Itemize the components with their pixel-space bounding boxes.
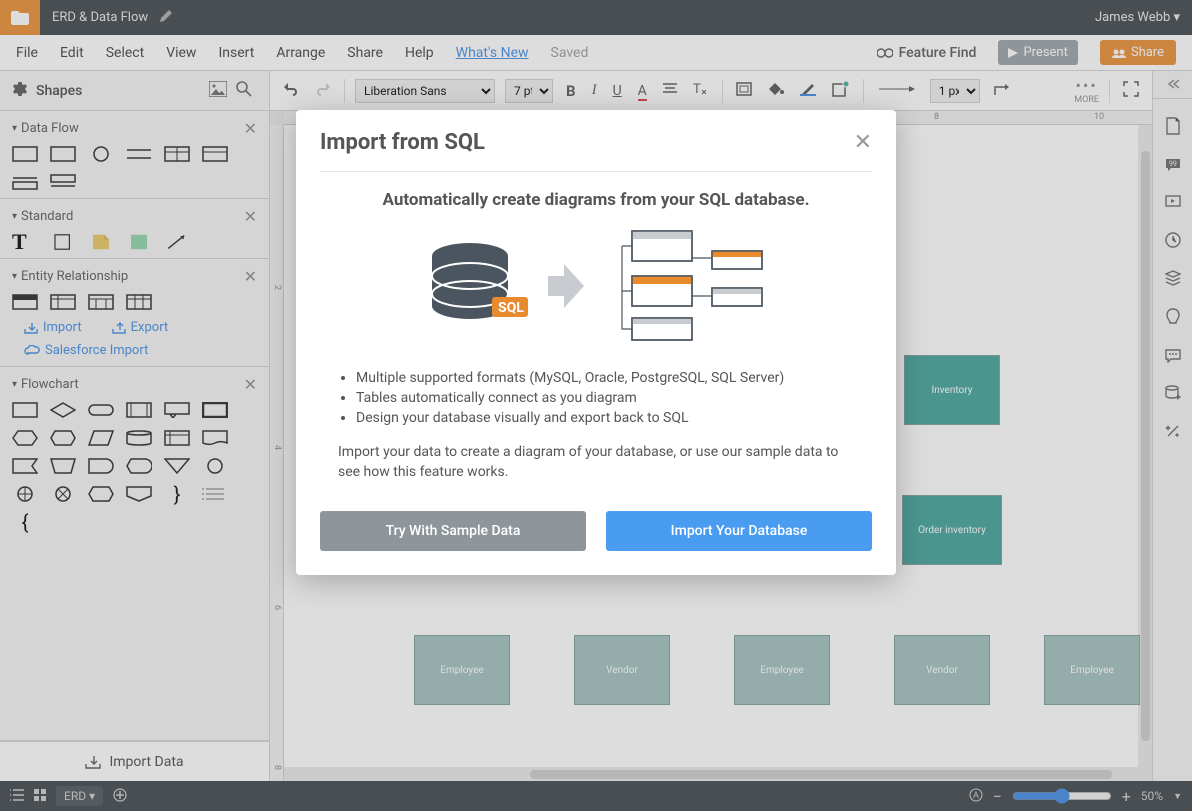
bullet-item: Tables automatically connect as you diag…: [356, 390, 872, 406]
modal-title: Import from SQL: [320, 130, 485, 155]
import-database-button[interactable]: Import Your Database: [606, 511, 872, 551]
svg-text:SQL: SQL: [498, 300, 524, 316]
modal-description: Import your data to create a diagram of …: [338, 442, 854, 483]
modal-bullets: Multiple supported formats (MySQL, Oracl…: [356, 370, 872, 426]
modal-subtitle: Automatically create diagrams from your …: [320, 190, 872, 210]
sql-illustration: SQL: [320, 226, 872, 346]
import-sql-modal: Import from SQL ✕ Automatically create d…: [296, 110, 896, 575]
modal-overlay[interactable]: Import from SQL ✕ Automatically create d…: [0, 0, 1192, 811]
close-icon[interactable]: ✕: [854, 130, 872, 155]
bullet-item: Multiple supported formats (MySQL, Oracl…: [356, 370, 872, 386]
bullet-item: Design your database visually and export…: [356, 410, 872, 426]
try-sample-button[interactable]: Try With Sample Data: [320, 511, 586, 551]
